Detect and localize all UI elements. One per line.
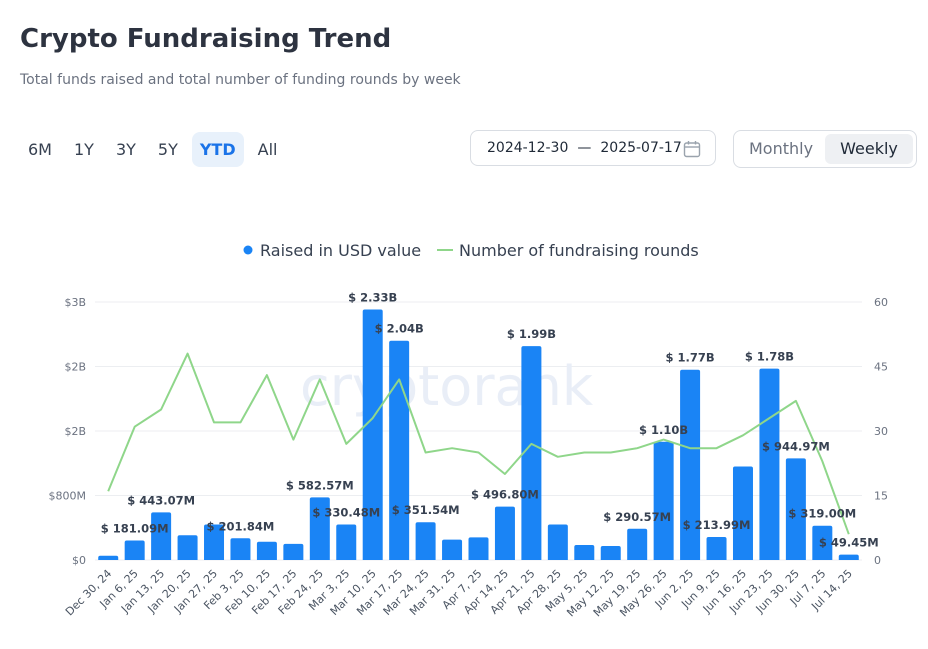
- data-label: $ 201.84M: [207, 519, 275, 533]
- bar: [256, 541, 277, 560]
- bar: [653, 441, 674, 560]
- bar: [283, 543, 304, 560]
- data-label: $ 1.78B: [745, 350, 794, 364]
- range-6m-button[interactable]: 6M: [28, 139, 52, 159]
- data-label: $ 1.77B: [666, 351, 715, 365]
- y-left-tick-label: $2B: [64, 361, 86, 374]
- y-right-tick-label: 45: [874, 361, 888, 374]
- bar: [389, 340, 410, 560]
- bar: [785, 458, 806, 560]
- y-left-tick-label: $3B: [64, 296, 86, 309]
- y-axis-left: $0 $800M $2B $2B $3B: [49, 296, 87, 567]
- line-series: [107, 352, 850, 535]
- bar: [838, 554, 859, 560]
- data-label: $ 213.99M: [683, 518, 751, 532]
- data-label: $ 330.48M: [312, 505, 380, 519]
- granularity-toggle: Monthly Weekly: [733, 130, 917, 168]
- bar: [494, 506, 515, 560]
- bar: [600, 546, 621, 560]
- range-selector: 6M 1Y 3Y 5Y YTD All: [20, 130, 285, 168]
- start-date: 2024-12-30: [487, 140, 569, 156]
- bar: [706, 536, 727, 560]
- chart-legend: Raised in USD value Number of fundraisin…: [243, 241, 699, 260]
- weekly-option[interactable]: Weekly: [825, 134, 913, 164]
- range-5y-button[interactable]: 5Y: [157, 139, 178, 159]
- data-label: $ 319.00M: [788, 507, 856, 521]
- bar: [336, 524, 357, 560]
- y-right-tick-label: 60: [874, 296, 888, 309]
- legend-bar-label: Raised in USD value: [260, 241, 421, 260]
- data-label: $ 290.57M: [603, 510, 671, 524]
- bar: [309, 497, 330, 560]
- range-ytd-button[interactable]: YTD: [191, 131, 244, 167]
- bar: [732, 466, 753, 560]
- y-axis-right: 0 15 30 45 60: [874, 296, 888, 567]
- bar: [468, 537, 489, 560]
- rounds-line: [107, 352, 850, 535]
- bar: [547, 524, 568, 560]
- y-left-tick-label: $800M: [49, 490, 87, 503]
- bar: [415, 522, 436, 560]
- end-date: 2025-07-17: [600, 140, 682, 156]
- bar: [124, 540, 145, 560]
- data-label: $ 944.97M: [762, 439, 830, 453]
- bar: [759, 368, 780, 560]
- data-labels: $ 181.09M $ 443.07M $ 201.84M $ 582.57M $ 33…: [101, 291, 879, 550]
- range-all-button[interactable]: All: [257, 139, 278, 159]
- bar: [230, 538, 251, 560]
- y-right-tick-label: 15: [874, 490, 888, 503]
- y-left-tick-label: $0: [72, 554, 86, 567]
- bar: [204, 524, 225, 560]
- data-label: $ 582.57M: [286, 478, 354, 492]
- date-range-picker[interactable]: 2024-12-30 — 2025-07-17: [470, 130, 716, 166]
- data-label: $ 49.45M: [819, 536, 879, 550]
- data-label: $ 2.04B: [375, 322, 424, 336]
- bar: [177, 535, 198, 560]
- monthly-option[interactable]: Monthly: [748, 139, 814, 158]
- bar: [680, 369, 701, 560]
- bar: [442, 539, 463, 560]
- data-label: $ 351.54M: [392, 503, 460, 517]
- bar: [151, 512, 172, 560]
- y-left-tick-label: $2B: [64, 425, 86, 438]
- bar: [627, 528, 648, 560]
- y-right-tick-label: 30: [874, 425, 888, 438]
- bar: [521, 346, 542, 560]
- data-label: $ 496.80M: [471, 488, 539, 502]
- y-right-tick-label: 0: [874, 554, 881, 567]
- bar: [98, 555, 119, 560]
- data-label: $ 181.09M: [101, 522, 169, 536]
- legend-bar-marker: [243, 245, 253, 255]
- bar: [812, 525, 833, 560]
- date-separator: —: [577, 140, 592, 156]
- data-label: $ 2.33B: [348, 291, 397, 305]
- calendar-icon[interactable]: [683, 140, 701, 158]
- page-subtitle: Total funds raised and total number of f…: [20, 72, 461, 88]
- bar: [362, 309, 383, 560]
- legend-line-label: Number of fundraising rounds: [459, 241, 699, 260]
- data-label: $ 1.99B: [507, 327, 556, 341]
- bar: [574, 544, 595, 560]
- range-1y-button[interactable]: 1Y: [73, 139, 94, 159]
- range-3y-button[interactable]: 3Y: [115, 139, 136, 159]
- page-title: Crypto Fundraising Trend: [20, 24, 392, 54]
- data-label: $ 443.07M: [127, 493, 195, 507]
- watermark: cryptorank: [300, 355, 594, 418]
- data-label: $ 1.10B: [639, 423, 688, 437]
